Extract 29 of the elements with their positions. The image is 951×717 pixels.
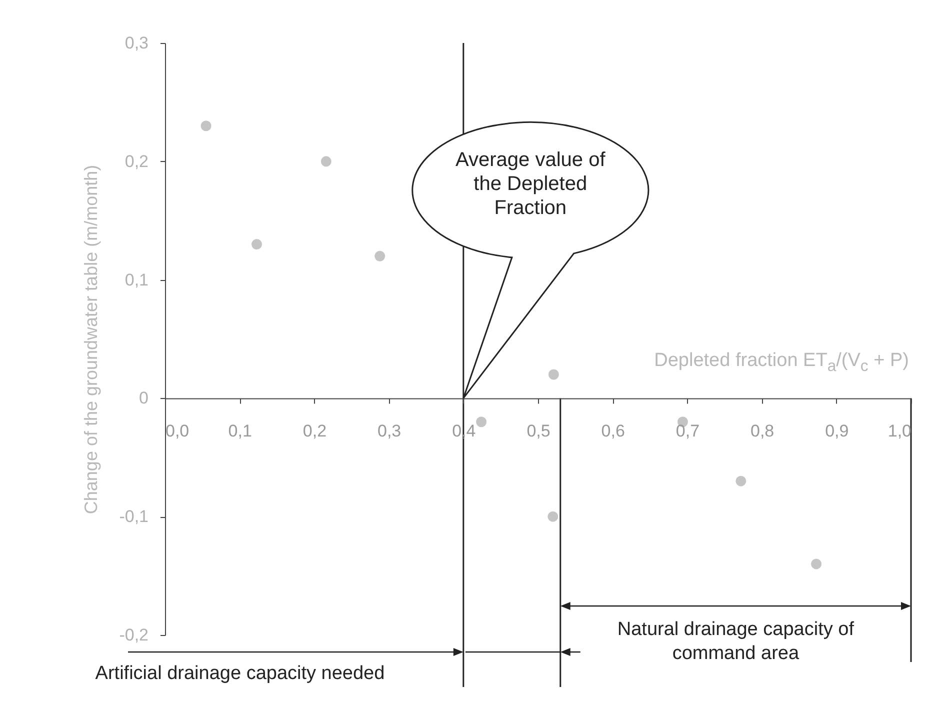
point [811, 558, 822, 570]
x-tick-label: 0,6 [601, 422, 625, 441]
x-tick-label: 0,9 [825, 422, 849, 441]
point [252, 239, 262, 250]
point [736, 476, 746, 486]
x-tick-label: 0,8 [750, 422, 774, 441]
point [320, 156, 332, 167]
point [548, 369, 559, 380]
x-tick-label: 0,5 [526, 422, 550, 441]
y-tick-label: 0 [139, 388, 148, 408]
y-tick-label: 0,1 [124, 270, 148, 290]
point [476, 416, 487, 428]
y-tick-label: -0,1 [119, 507, 148, 526]
point [548, 511, 558, 522]
point [374, 250, 386, 262]
x-tick-label: 0,7 [676, 422, 700, 441]
x-axis-title: Depleted fraction ET$_{a}$/(V$_{c}$ + P) [654, 350, 909, 376]
y-tick-label: 0,3 [124, 34, 148, 52]
y-tick-label: 0,2 [124, 152, 148, 171]
x-tick-label: 0,3 [377, 422, 402, 441]
y-tick-label: -0,2 [119, 626, 148, 644]
y-axis-title: Change of the groundwater table (m/month) [81, 164, 102, 514]
x-tick-label: 0,1 [228, 422, 252, 441]
text: Artificial drainage capacity needed [94, 662, 386, 686]
annotation: Natural drainage capacity of command area [616, 618, 855, 666]
point [200, 120, 212, 132]
x-tick-label: 0,2 [302, 422, 327, 441]
x-tick-label: 0,0 [166, 422, 190, 441]
ref-line-label: Average value of the Depleted Fraction [454, 148, 606, 220]
